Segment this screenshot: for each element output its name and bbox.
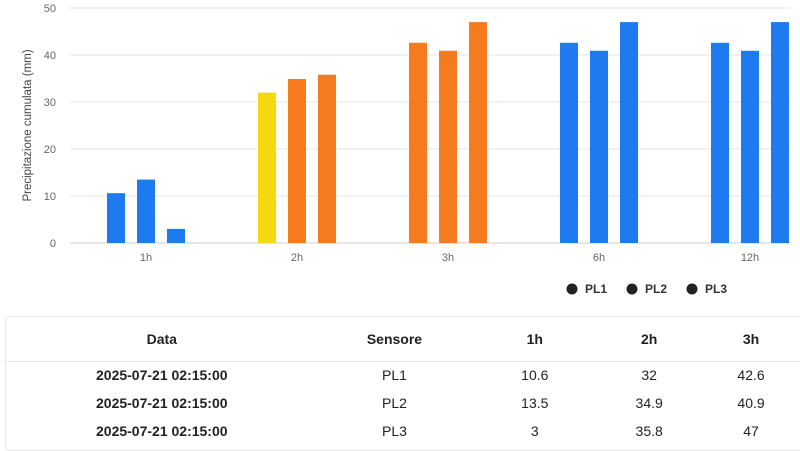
- cell-3h: 40.9: [737, 395, 765, 411]
- legend-marker-pl1: [566, 283, 578, 295]
- y-tick-label: 10: [44, 191, 56, 203]
- cell-1h: 10.6: [521, 367, 549, 384]
- bar-pl3-12h: [771, 22, 789, 243]
- data-table-card: Data Sensore 1h 2h 3h 2025-07-21 02:15:0…: [5, 316, 800, 451]
- bar-pl2-12h: [741, 50, 759, 243]
- data-table: Data Sensore 1h 2h 3h 2025-07-21 02:15:0…: [6, 317, 800, 445]
- x-tick-label: 1h: [140, 252, 152, 264]
- cell-sensor: PL2: [382, 395, 407, 411]
- bar-pl3-2h: [318, 74, 336, 244]
- cell-date: 2025-07-21 02:15:00: [96, 395, 228, 411]
- cell-sensor: PL3: [382, 423, 407, 439]
- header-1h[interactable]: 1h: [526, 330, 543, 347]
- cell-2h: 35.8: [635, 423, 663, 439]
- y-tick-label: 20: [44, 144, 56, 156]
- x-tick-label: 3h: [442, 252, 454, 264]
- x-tick-label: 2h: [291, 252, 303, 264]
- cell-date: 2025-07-21 02:15:00: [96, 423, 228, 439]
- cell-3h: 47: [743, 423, 759, 439]
- y-tick-label: 30: [44, 97, 56, 109]
- bar-pl1-3h: [409, 42, 427, 243]
- table-row: 2025-07-21 02:15:00 PL1 10.6 32 42.6: [6, 361, 800, 389]
- chart-svg: 0 10 20 30 40 50 Precipitazione cumulata (mm) 1…: [22, 3, 790, 296]
- legend-label-pl3: PL3: [705, 282, 727, 296]
- legend-label-pl2: PL2: [645, 282, 667, 296]
- cell-1h: 13.5: [521, 395, 549, 411]
- bar-pl1-2h: [258, 92, 276, 243]
- header-data[interactable]: Data: [146, 330, 177, 347]
- cell-sensor: PL1: [382, 367, 407, 384]
- bar-pl3-1h: [167, 228, 185, 243]
- table-row: 2025-07-21 02:15:00 PL3 3 35.8 47: [6, 417, 800, 445]
- legend-label-pl1: PL1: [585, 282, 607, 296]
- x-tick-label: 6h: [593, 252, 605, 264]
- header-3h[interactable]: 3h: [742, 330, 760, 347]
- bar-pl2-3h: [439, 50, 457, 243]
- y-tick-label: 0: [50, 238, 56, 250]
- legend-marker-pl3: [686, 283, 698, 295]
- table-header-row: Data Sensore 1h 2h 3h: [6, 317, 800, 361]
- y-tick-label: 50: [44, 3, 56, 15]
- precipitation-chart: 0 10 20 30 40 50 Precipitazione cumulata (mm) 1…: [22, 3, 790, 296]
- bar-pl3-3h: [469, 22, 487, 243]
- bar-pl3-6h: [620, 22, 638, 243]
- cell-2h: 32: [641, 367, 657, 384]
- table-row: 2025-07-21 02:15:00 PL2 13.5 34.9 40.9: [6, 389, 800, 417]
- y-axis-label: Precipitazione cumulata (mm): [22, 49, 34, 201]
- cell-3h: 42.6: [737, 367, 765, 384]
- bar-pl2-6h: [590, 50, 608, 243]
- bar-pl1-6h: [560, 42, 578, 243]
- bar-pl1-1h: [107, 193, 125, 243]
- x-tick-label: 12h: [741, 252, 759, 264]
- cell-2h: 34.9: [635, 395, 663, 411]
- legend-marker-pl2: [626, 283, 638, 295]
- bar-pl2-2h: [288, 78, 306, 243]
- cell-1h: 3: [530, 423, 539, 439]
- cell-date: 2025-07-21 02:15:00: [96, 367, 228, 384]
- header-sensore[interactable]: Sensore: [366, 330, 423, 347]
- header-2h[interactable]: 2h: [640, 330, 658, 347]
- y-tick-label: 40: [44, 50, 56, 62]
- bar-pl2-1h: [137, 179, 155, 243]
- bar-pl1-12h: [711, 42, 729, 243]
